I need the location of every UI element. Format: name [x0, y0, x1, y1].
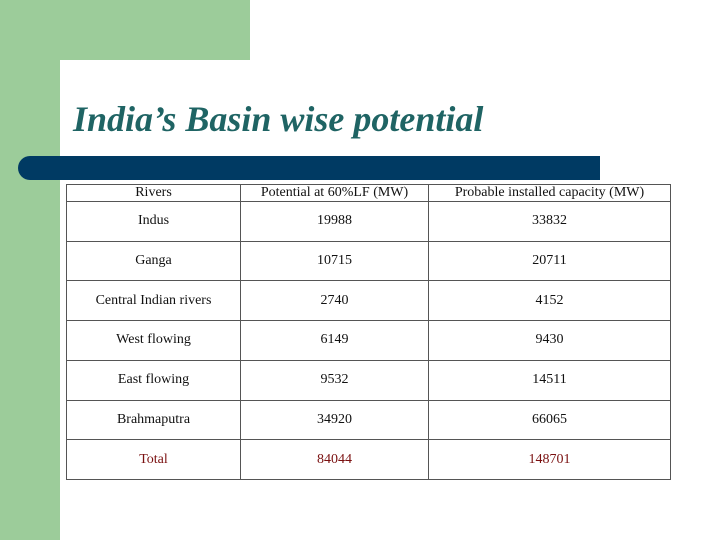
- table-row: Ganga 10715 20711: [66, 240, 671, 282]
- potential-value: 6149: [240, 320, 429, 361]
- river-name: Brahmaputra: [66, 399, 241, 441]
- green-top-block: [0, 0, 250, 60]
- installed-capacity-value: 9430: [428, 320, 671, 361]
- table-row: Brahmaputra 34920 66065: [66, 399, 671, 441]
- table-header-row: Rivers Potential at 60%LF (MW) Probable …: [66, 184, 671, 202]
- installed-capacity-value: 66065: [428, 399, 671, 441]
- table-row: Indus 19988 33832: [66, 201, 671, 242]
- river-name: Indus: [66, 201, 241, 242]
- green-left-stripe: [0, 0, 60, 540]
- total-label: Total: [66, 439, 241, 480]
- potential-value: 2740: [240, 280, 429, 322]
- installed-capacity-value: 4152: [428, 280, 671, 322]
- slide-title: India’s Basin wise potential: [73, 99, 484, 139]
- installed-capacity-value: 14511: [428, 359, 671, 401]
- title-underline-bar: [18, 156, 600, 180]
- river-name: Ganga: [66, 240, 241, 282]
- installed-capacity-value: 33832: [428, 201, 671, 242]
- table-row: West flowing 6149 9430: [66, 320, 671, 361]
- total-potential-value: 84044: [240, 439, 429, 480]
- potential-value: 34920: [240, 399, 429, 441]
- potential-value: 19988: [240, 201, 429, 242]
- basin-potential-table: Rivers Potential at 60%LF (MW) Probable …: [66, 184, 671, 480]
- header-potential: Potential at 60%LF (MW): [240, 184, 429, 202]
- potential-value: 10715: [240, 240, 429, 282]
- total-installed-capacity-value: 148701: [428, 439, 671, 480]
- header-installed-capacity: Probable installed capacity (MW): [428, 184, 671, 202]
- potential-value: 9532: [240, 359, 429, 401]
- table-total-row: Total 84044 148701: [66, 439, 671, 480]
- installed-capacity-value: 20711: [428, 240, 671, 282]
- table-row: Central Indian rivers 2740 4152: [66, 280, 671, 322]
- river-name: Central Indian rivers: [66, 280, 241, 322]
- river-name: East flowing: [66, 359, 241, 401]
- river-name: West flowing: [66, 320, 241, 361]
- table-row: East flowing 9532 14511: [66, 359, 671, 401]
- header-rivers: Rivers: [66, 184, 241, 202]
